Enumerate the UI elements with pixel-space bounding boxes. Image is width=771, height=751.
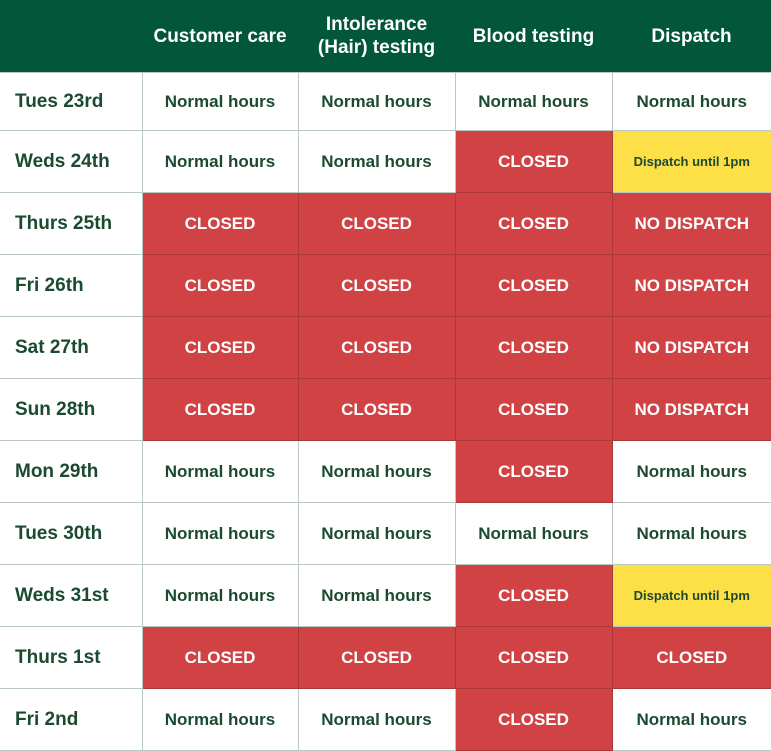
day-label: Mon 29th <box>0 440 143 503</box>
status-cell-blood-testing: Normal hours <box>454 502 613 565</box>
status-cell-intolerance-testing: CLOSED <box>297 316 456 379</box>
column-header-intolerance-testing: Intolerance (Hair) testing <box>298 0 455 73</box>
day-label: Tues 30th <box>0 502 143 565</box>
status-cell-customer-care: CLOSED <box>141 254 299 317</box>
status-cell-customer-care: CLOSED <box>141 378 299 441</box>
status-cell-intolerance-testing: Normal hours <box>297 688 456 751</box>
day-label: Thurs 25th <box>0 192 143 255</box>
status-cell-dispatch: NO DISPATCH <box>611 316 771 379</box>
status-cell-customer-care: CLOSED <box>141 316 299 379</box>
column-header-dispatch: Dispatch <box>612 0 771 73</box>
status-cell-blood-testing: CLOSED <box>454 564 613 627</box>
day-label: Tues 23rd <box>0 72 143 131</box>
day-label: Thurs 1st <box>0 626 143 689</box>
status-cell-dispatch: NO DISPATCH <box>611 378 771 441</box>
table-row: Sat 27th CLOSED CLOSED CLOSED NO DISPATCH <box>0 316 771 379</box>
day-label: Weds 24th <box>0 130 143 193</box>
status-cell-customer-care: Normal hours <box>141 688 299 751</box>
status-cell-blood-testing: Normal hours <box>454 72 613 131</box>
status-cell-blood-testing: CLOSED <box>454 316 613 379</box>
status-cell-customer-care: CLOSED <box>141 626 299 689</box>
table-row: Fri 2nd Normal hours Normal hours CLOSED Nor… <box>0 688 771 751</box>
status-cell-intolerance-testing: Normal hours <box>297 130 456 193</box>
status-cell-customer-care: Normal hours <box>141 72 299 131</box>
status-cell-customer-care: Normal hours <box>141 502 299 565</box>
table-row: Thurs 25th CLOSED CLOSED CLOSED NO DISPATCH <box>0 192 771 255</box>
table-row: Mon 29th Normal hours Normal hours CLOSED No… <box>0 440 771 503</box>
status-cell-dispatch: Dispatch until 1pm <box>611 564 771 627</box>
table-row: Tues 30th Normal hours Normal hours Normal … <box>0 502 771 565</box>
status-cell-blood-testing: CLOSED <box>454 688 613 751</box>
status-cell-blood-testing: CLOSED <box>454 378 613 441</box>
status-cell-customer-care: Normal hours <box>141 130 299 193</box>
column-header-customer-care: Customer care <box>142 0 298 73</box>
column-header-corner <box>0 0 142 73</box>
day-label: Weds 31st <box>0 564 143 627</box>
status-cell-intolerance-testing: CLOSED <box>297 378 456 441</box>
status-cell-blood-testing: CLOSED <box>454 254 613 317</box>
status-cell-customer-care: Normal hours <box>141 564 299 627</box>
status-cell-dispatch: Normal hours <box>611 72 771 131</box>
table-row: Weds 24th Normal hours Normal hours CLOSED D… <box>0 130 771 193</box>
day-label: Fri 2nd <box>0 688 143 751</box>
table-row: Fri 26th CLOSED CLOSED CLOSED NO DISPATCH <box>0 254 771 317</box>
status-cell-dispatch: NO DISPATCH <box>611 192 771 255</box>
table-row: Sun 28th CLOSED CLOSED CLOSED NO DISPATCH <box>0 378 771 441</box>
status-cell-intolerance-testing: CLOSED <box>297 254 456 317</box>
status-cell-blood-testing: CLOSED <box>454 192 613 255</box>
status-cell-intolerance-testing: CLOSED <box>297 626 456 689</box>
status-cell-blood-testing: CLOSED <box>454 130 613 193</box>
status-cell-dispatch: Normal hours <box>611 502 771 565</box>
column-header-blood-testing: Blood testing <box>455 0 612 73</box>
status-cell-dispatch: Dispatch until 1pm <box>611 130 771 193</box>
status-cell-intolerance-testing: Normal hours <box>297 564 456 627</box>
status-cell-dispatch: CLOSED <box>611 626 771 689</box>
day-label: Fri 26th <box>0 254 143 317</box>
status-cell-customer-care: CLOSED <box>141 192 299 255</box>
status-cell-blood-testing: CLOSED <box>454 440 613 503</box>
status-cell-dispatch: NO DISPATCH <box>611 254 771 317</box>
table-row: Weds 31st Normal hours Normal hours CLOSED D… <box>0 564 771 627</box>
status-cell-blood-testing: CLOSED <box>454 626 613 689</box>
table-row: Tues 23rd Normal hours Normal hours Normal … <box>0 72 771 131</box>
status-cell-intolerance-testing: Normal hours <box>297 440 456 503</box>
table-row: Thurs 1st CLOSED CLOSED CLOSED CLOSED <box>0 626 771 689</box>
status-cell-intolerance-testing: Normal hours <box>297 502 456 565</box>
status-cell-customer-care: Normal hours <box>141 440 299 503</box>
header-row: Customer care Intolerance (Hair) testing B… <box>0 0 771 73</box>
status-cell-dispatch: Normal hours <box>611 440 771 503</box>
day-label: Sat 27th <box>0 316 143 379</box>
status-cell-dispatch: Normal hours <box>611 688 771 751</box>
status-cell-intolerance-testing: CLOSED <box>297 192 456 255</box>
day-label: Sun 28th <box>0 378 143 441</box>
status-cell-intolerance-testing: Normal hours <box>297 72 456 131</box>
